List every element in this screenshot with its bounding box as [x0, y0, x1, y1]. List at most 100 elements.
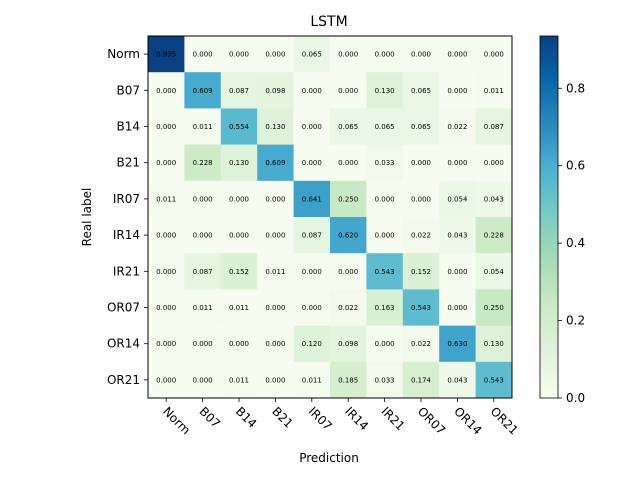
heatmap-cell [366, 180, 404, 218]
colorbar-segment [540, 189, 558, 194]
colorbar-segment [540, 238, 558, 242]
colorbar-segment [540, 373, 558, 378]
colorbar-segment [540, 60, 558, 64]
colorbar-segment [540, 313, 558, 318]
heatmap-cell [330, 289, 367, 327]
heatmap-cell [184, 144, 222, 182]
colorbar-segment [540, 361, 558, 366]
x-tick-label: IR14 [342, 404, 371, 433]
heatmap-cell [184, 289, 222, 327]
heatmap-cell [257, 144, 295, 182]
colorbar-segment [540, 235, 558, 239]
colorbar-segment [540, 105, 558, 109]
colorbar-segment [540, 256, 558, 260]
y-tick-label: OR21 [107, 373, 140, 387]
colorbar-segment [540, 319, 558, 324]
y-tick-label: OR07 [107, 301, 140, 315]
cell-value-label: 0.000 [447, 159, 467, 167]
colorbar-segment [540, 186, 558, 191]
cell-value-label: 0.000 [484, 51, 504, 59]
colorbar-segment [540, 48, 558, 52]
cell-value-label: 0.130 [265, 123, 285, 131]
colorbar-segment [540, 129, 558, 134]
heatmap-cell [439, 361, 477, 399]
cell-value-label: 0.185 [338, 376, 358, 384]
cell-value-label: 0.087 [229, 87, 249, 95]
heatmap-cell [402, 325, 440, 363]
colorbar-segment [540, 174, 558, 179]
cell-value-label: 0.000 [193, 376, 213, 384]
cell-value-label: 0.554 [229, 123, 250, 131]
colorbar-segment [540, 352, 558, 357]
colorbar-segment [540, 195, 558, 200]
cell-value-label: 0.641 [302, 195, 322, 203]
colorbar-segment [540, 268, 558, 272]
colorbar-segment [540, 45, 558, 49]
heatmap-cell [330, 72, 367, 109]
heatmap-cell [220, 289, 258, 327]
heatmap-cell [148, 180, 185, 218]
heatmap-cell [184, 36, 222, 73]
colorbar-segment [540, 316, 558, 321]
y-tick-label: IR14 [113, 228, 140, 242]
heatmap-cell [257, 325, 295, 363]
cell-value-label: 0.000 [156, 304, 176, 312]
heatmap-cell [148, 253, 185, 290]
heatmap-cell [402, 361, 440, 399]
colorbar-segment [540, 301, 558, 306]
colorbar-segment [540, 274, 558, 278]
cell-value-label: 0.543 [484, 376, 504, 384]
heatmap-cell [330, 361, 367, 399]
colorbar-segment [540, 310, 558, 315]
x-tick-label: OR14 [451, 404, 484, 437]
cell-value-label: 0.543 [375, 268, 395, 276]
heatmap-cell [184, 108, 222, 146]
heatmap-cell [366, 72, 404, 109]
cell-value-label: 0.000 [447, 87, 467, 95]
y-axis-ticks: Norm B07 B14 B21 IR07 IR14 IR21 OR07 OR14 OR21 [107, 47, 148, 387]
cell-value-label: 0.033 [375, 159, 395, 167]
cell-value-label: 0.098 [265, 87, 285, 95]
cell-value-label: 0.011 [193, 123, 213, 131]
heatmap-cell [293, 144, 331, 182]
heatmap-cell [402, 180, 440, 218]
cell-value-label: 0.935 [156, 51, 176, 59]
cell-value-label: 0.000 [193, 340, 213, 348]
colorbar-segment [540, 346, 558, 351]
colorbar-segment [540, 75, 558, 79]
heatmap-cell [148, 361, 185, 399]
cell-value-label: 0.022 [411, 340, 431, 348]
colorbar-segment [540, 39, 558, 43]
colorbar-segment [540, 250, 558, 254]
cell-value-label: 0.065 [411, 123, 431, 131]
y-axis-label: Real label [80, 188, 94, 247]
cell-value-label: 0.000 [156, 232, 176, 240]
heatmap-cell [257, 72, 295, 109]
heatmap-cell [330, 325, 367, 363]
cell-value-label: 0.011 [484, 87, 504, 95]
cell-value-label: 0.011 [156, 195, 176, 203]
cell-value-label: 0.000 [193, 195, 213, 203]
cell-value-label: 0.228 [484, 232, 504, 240]
colorbar-segment [540, 165, 558, 170]
heatmap-cell [220, 36, 258, 73]
heatmap-cell [220, 217, 258, 254]
heatmap-cell [366, 217, 404, 254]
cell-value-label: 0.000 [375, 195, 395, 203]
cell-value-label: 0.043 [447, 232, 467, 240]
colorbar-segment [540, 331, 558, 336]
heatmap-cell [220, 180, 258, 218]
heatmap-cell [439, 72, 477, 109]
heatmap-cell [220, 361, 258, 399]
colorbar-segment [540, 207, 558, 212]
colorbar-segment [540, 328, 558, 333]
colorbar-segment [540, 144, 558, 149]
colorbar-segment [540, 232, 558, 236]
y-tick-label: OR14 [107, 337, 140, 351]
cell-value-label: 0.011 [229, 376, 249, 384]
colorbar-segment [540, 220, 558, 224]
heatmap-cell [366, 253, 404, 290]
colorbar-segment [540, 72, 558, 76]
colorbar-segment [540, 280, 558, 284]
heatmap-cell [366, 289, 404, 327]
